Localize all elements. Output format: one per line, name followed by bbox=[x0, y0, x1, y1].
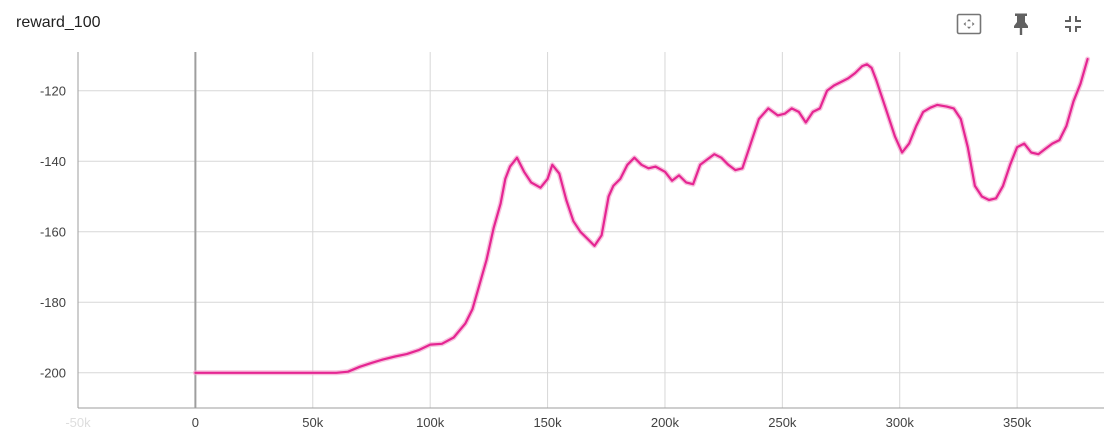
x-tick-label: 150k bbox=[533, 415, 562, 430]
tick-labels: -50k 0 50k 100k 150k 200k 250k 300k 350k -120 -140… bbox=[40, 83, 1032, 430]
pin-icon bbox=[1012, 12, 1030, 36]
y-tick-label: -160 bbox=[40, 224, 66, 239]
smoothed-series-line bbox=[194, 57, 1089, 374]
axes bbox=[77, 52, 1104, 409]
x-tick-label: 100k bbox=[416, 415, 445, 430]
x-tick-label: 50k bbox=[302, 415, 323, 430]
raw-series-line bbox=[192, 56, 1091, 376]
series-layer bbox=[192, 56, 1091, 376]
collapse-icon bbox=[1063, 14, 1083, 34]
x-tick-label: 250k bbox=[768, 415, 797, 430]
x-tick-label: 200k bbox=[651, 415, 680, 430]
fit-domain-icon bbox=[956, 13, 982, 35]
y-tick-label: -140 bbox=[40, 154, 66, 169]
x-tick-label: 350k bbox=[1003, 415, 1032, 430]
chart-title: reward_100 bbox=[16, 14, 101, 31]
x-tick-label: -50k bbox=[65, 415, 91, 430]
y-tick-label: -200 bbox=[40, 365, 66, 380]
x-tick-label: 300k bbox=[886, 415, 915, 430]
pin-button[interactable] bbox=[1006, 10, 1036, 38]
y-tick-label: -120 bbox=[40, 83, 66, 98]
chart-toolbar bbox=[954, 10, 1088, 38]
y-tick-label: -180 bbox=[40, 295, 66, 310]
fit-domain-button[interactable] bbox=[954, 10, 984, 38]
collapse-button[interactable] bbox=[1058, 10, 1088, 38]
grid-lines bbox=[77, 52, 1104, 408]
x-tick-label: 0 bbox=[192, 415, 199, 430]
